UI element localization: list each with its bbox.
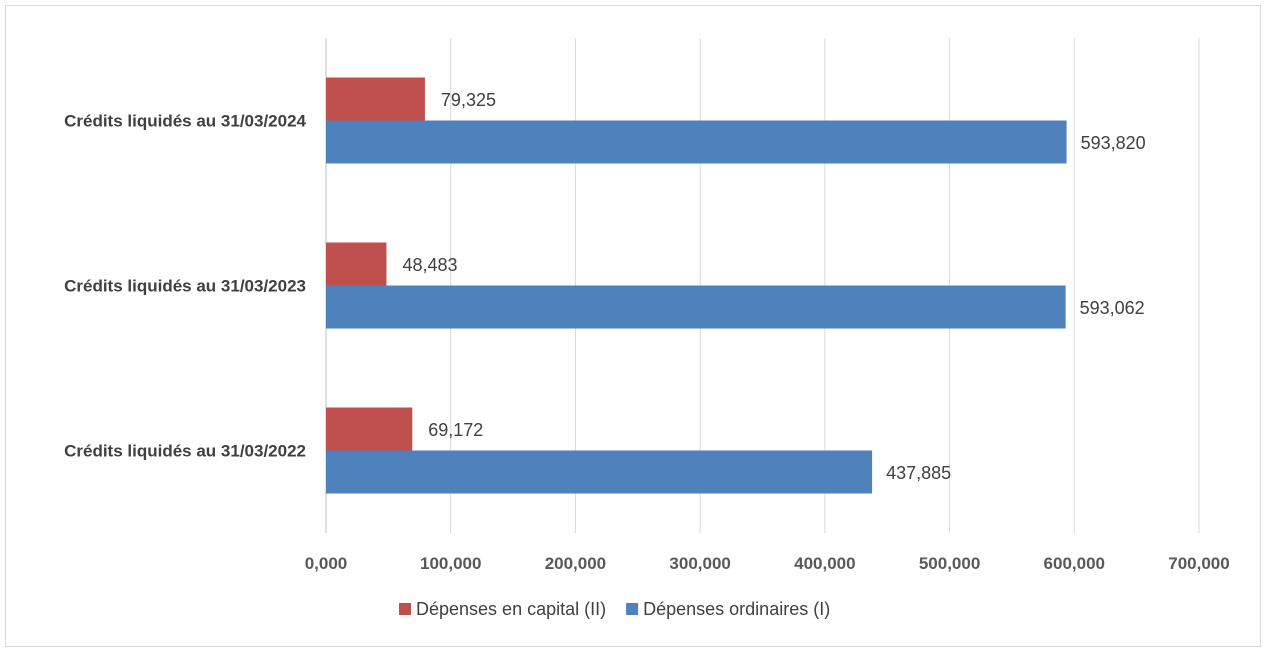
data-label: 437,885 xyxy=(886,463,951,483)
bar xyxy=(326,450,873,494)
data-label: 79,325 xyxy=(441,90,496,110)
x-tick-label: 700,000 xyxy=(1168,554,1229,573)
legend-swatch xyxy=(399,603,411,615)
legend-label: Dépenses ordinaires (I) xyxy=(643,599,830,619)
x-tick-label: 0,000 xyxy=(305,554,348,573)
data-label: 593,062 xyxy=(1080,298,1145,318)
x-tick-label: 100,000 xyxy=(420,554,481,573)
legend-swatch xyxy=(626,603,639,615)
x-tick-label: 500,000 xyxy=(919,554,980,573)
bar xyxy=(326,242,387,286)
bars: 79,325 593,820 48,483 593,062 69,172 437,885 xyxy=(326,77,1146,494)
bar xyxy=(326,285,1066,329)
bar xyxy=(326,407,413,451)
category-label: Crédits liquidés au 31/03/2022 xyxy=(64,442,306,461)
bar xyxy=(326,120,1067,164)
category-label: Crédits liquidés au 31/03/2023 xyxy=(64,277,306,296)
x-tick-label: 400,000 xyxy=(794,554,855,573)
x-tick-label: 300,000 xyxy=(669,554,730,573)
x-tick-label: 200,000 xyxy=(545,554,606,573)
legend: Dépenses en capital (II) Dépenses ordinai… xyxy=(399,599,830,619)
data-label: 593,820 xyxy=(1081,133,1146,153)
category-axis: Crédits liquidés au 31/03/2024 Crédits li… xyxy=(64,112,306,461)
data-label: 69,172 xyxy=(428,420,483,440)
legend-label: Dépenses en capital (II) xyxy=(416,599,606,619)
x-tick-label: 600,000 xyxy=(1044,554,1105,573)
value-axis: 0,000 100,000 200,000 300,000 400,000 500,000… xyxy=(305,554,1230,573)
data-label: 48,483 xyxy=(402,255,457,275)
bar xyxy=(326,77,425,121)
category-label: Crédits liquidés au 31/03/2024 xyxy=(64,112,306,131)
